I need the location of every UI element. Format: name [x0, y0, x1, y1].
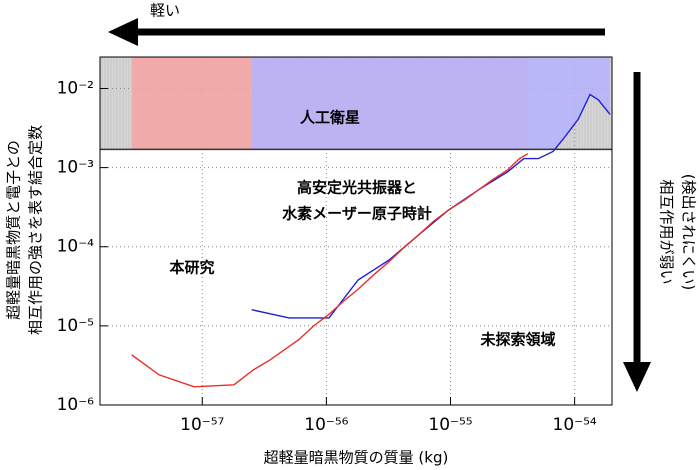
region-label: 未探索領域	[479, 331, 555, 349]
light-label: 軽い	[150, 2, 180, 20]
y-tick-label: 10⁻²	[57, 78, 94, 98]
region-line	[131, 153, 529, 388]
y-axis-label: 相互作用の強さを表す結合定数	[27, 125, 45, 335]
y-axis-label: 超軽量暗黒物質と電子との	[5, 140, 23, 320]
y-tick-label: 10⁻³	[57, 158, 94, 178]
y-tick-label: 10⁻⁶	[57, 395, 95, 415]
x-tick-label: 10⁻⁵⁶	[304, 415, 348, 435]
y-tick-label: 10⁻⁴	[57, 237, 95, 257]
x-tick-label: 10⁻⁵⁴	[553, 415, 597, 435]
region-line	[251, 93, 611, 319]
region-label: 本研究	[169, 259, 214, 277]
region-area	[251, 57, 611, 150]
region-label: 人工衛星	[300, 109, 360, 127]
x-axis-label: 超軽量暗黒物質の質量 (kg)	[264, 449, 449, 467]
plot-area	[100, 57, 612, 405]
region-clip	[131, 57, 611, 150]
weak-label: 相互作用が弱い	[658, 179, 676, 284]
x-tick-label: 10⁻⁵⁵	[428, 415, 472, 435]
region-label: 水素メーザー原子時計	[282, 205, 432, 223]
arrowhead	[108, 18, 138, 46]
frame	[99, 56, 613, 406]
y-tick-label: 10⁻⁵	[57, 316, 94, 336]
region-label: 高安定光共振器と	[297, 179, 417, 197]
x-tick-label: 10⁻⁵⁷	[180, 415, 224, 435]
weak-label: (検出されにくい)	[680, 174, 698, 290]
arrowhead	[623, 362, 651, 392]
